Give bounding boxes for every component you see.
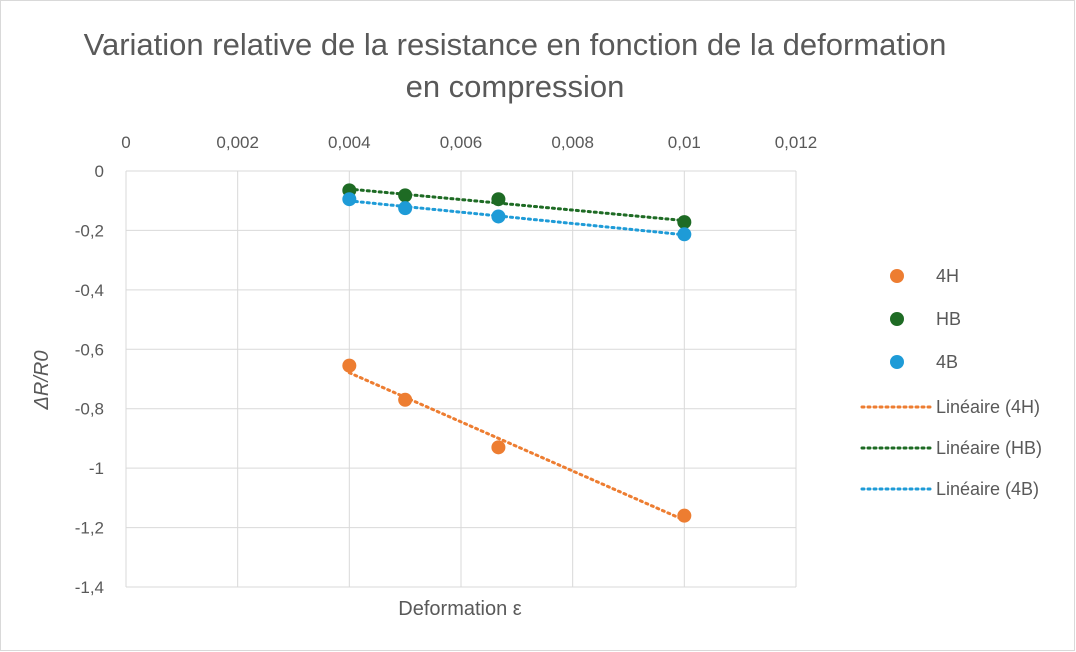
legend-label-trend-4b: Linéaire (4B) <box>936 479 1039 499</box>
x-tick-label: 0,002 <box>216 133 259 152</box>
data-point-hb <box>398 188 413 203</box>
data-point-4b <box>398 201 413 216</box>
data-point-hb <box>491 192 506 207</box>
data-point-4b <box>677 227 692 242</box>
x-tick-label: 0,004 <box>328 133 371 152</box>
y-tick-label: -1 <box>89 459 104 478</box>
legend-marker-4h <box>890 269 904 283</box>
grid <box>125 170 797 588</box>
legend-label-hb: HB <box>936 309 961 329</box>
y-tick-label: -1,2 <box>75 519 104 538</box>
legend-label-4h: 4H <box>936 266 959 286</box>
y-tick-label: 0 <box>95 162 104 181</box>
legend-marker-4b <box>890 355 904 369</box>
y-tick-label: -0,8 <box>75 400 104 419</box>
data-point-4h <box>491 440 506 455</box>
trendline-4h <box>347 371 686 522</box>
y-tick-label: -1,4 <box>75 578 104 597</box>
y-tick-label: -0,6 <box>75 340 104 359</box>
legend: 4H HB 4B Linéaire (4H) Linéaire (HB) Linéaire… <box>860 266 1042 499</box>
y-axis: 0 -0,2 -0,4 -0,6 -0,8 -1 -1,2 -1,4 <box>75 162 104 597</box>
data-point-4h <box>342 358 357 373</box>
legend-label-trend-hb: Linéaire (HB) <box>936 438 1042 458</box>
x-tick-label: 0,008 <box>551 133 594 152</box>
x-axis-title: Deformation ε <box>398 598 521 620</box>
legend-label-trend-4h: Linéaire (4H) <box>936 397 1040 417</box>
data-point-4b <box>342 192 357 207</box>
data-point-4h <box>398 392 413 407</box>
x-tick-label: 0,012 <box>775 133 818 152</box>
x-axis: 0 0,002 0,004 0,006 0,008 0,01 0,012 <box>121 133 817 152</box>
data-points <box>342 183 692 523</box>
legend-label-4b: 4B <box>936 352 958 372</box>
y-tick-label: -0,4 <box>75 281 104 300</box>
legend-marker-hb <box>890 312 904 326</box>
chart-title: Variation relative de la resistance en f… <box>83 27 947 104</box>
y-tick-label: -0,2 <box>75 221 104 240</box>
trendlines <box>347 187 686 522</box>
data-point-hb <box>677 215 692 230</box>
x-tick-label: 0,006 <box>440 133 483 152</box>
data-point-4b <box>491 209 506 224</box>
data-point-4h <box>677 508 692 523</box>
x-tick-label: 0,01 <box>668 133 701 152</box>
x-tick-label: 0 <box>121 133 130 152</box>
y-axis-title: ΔR/R0 <box>31 351 53 411</box>
